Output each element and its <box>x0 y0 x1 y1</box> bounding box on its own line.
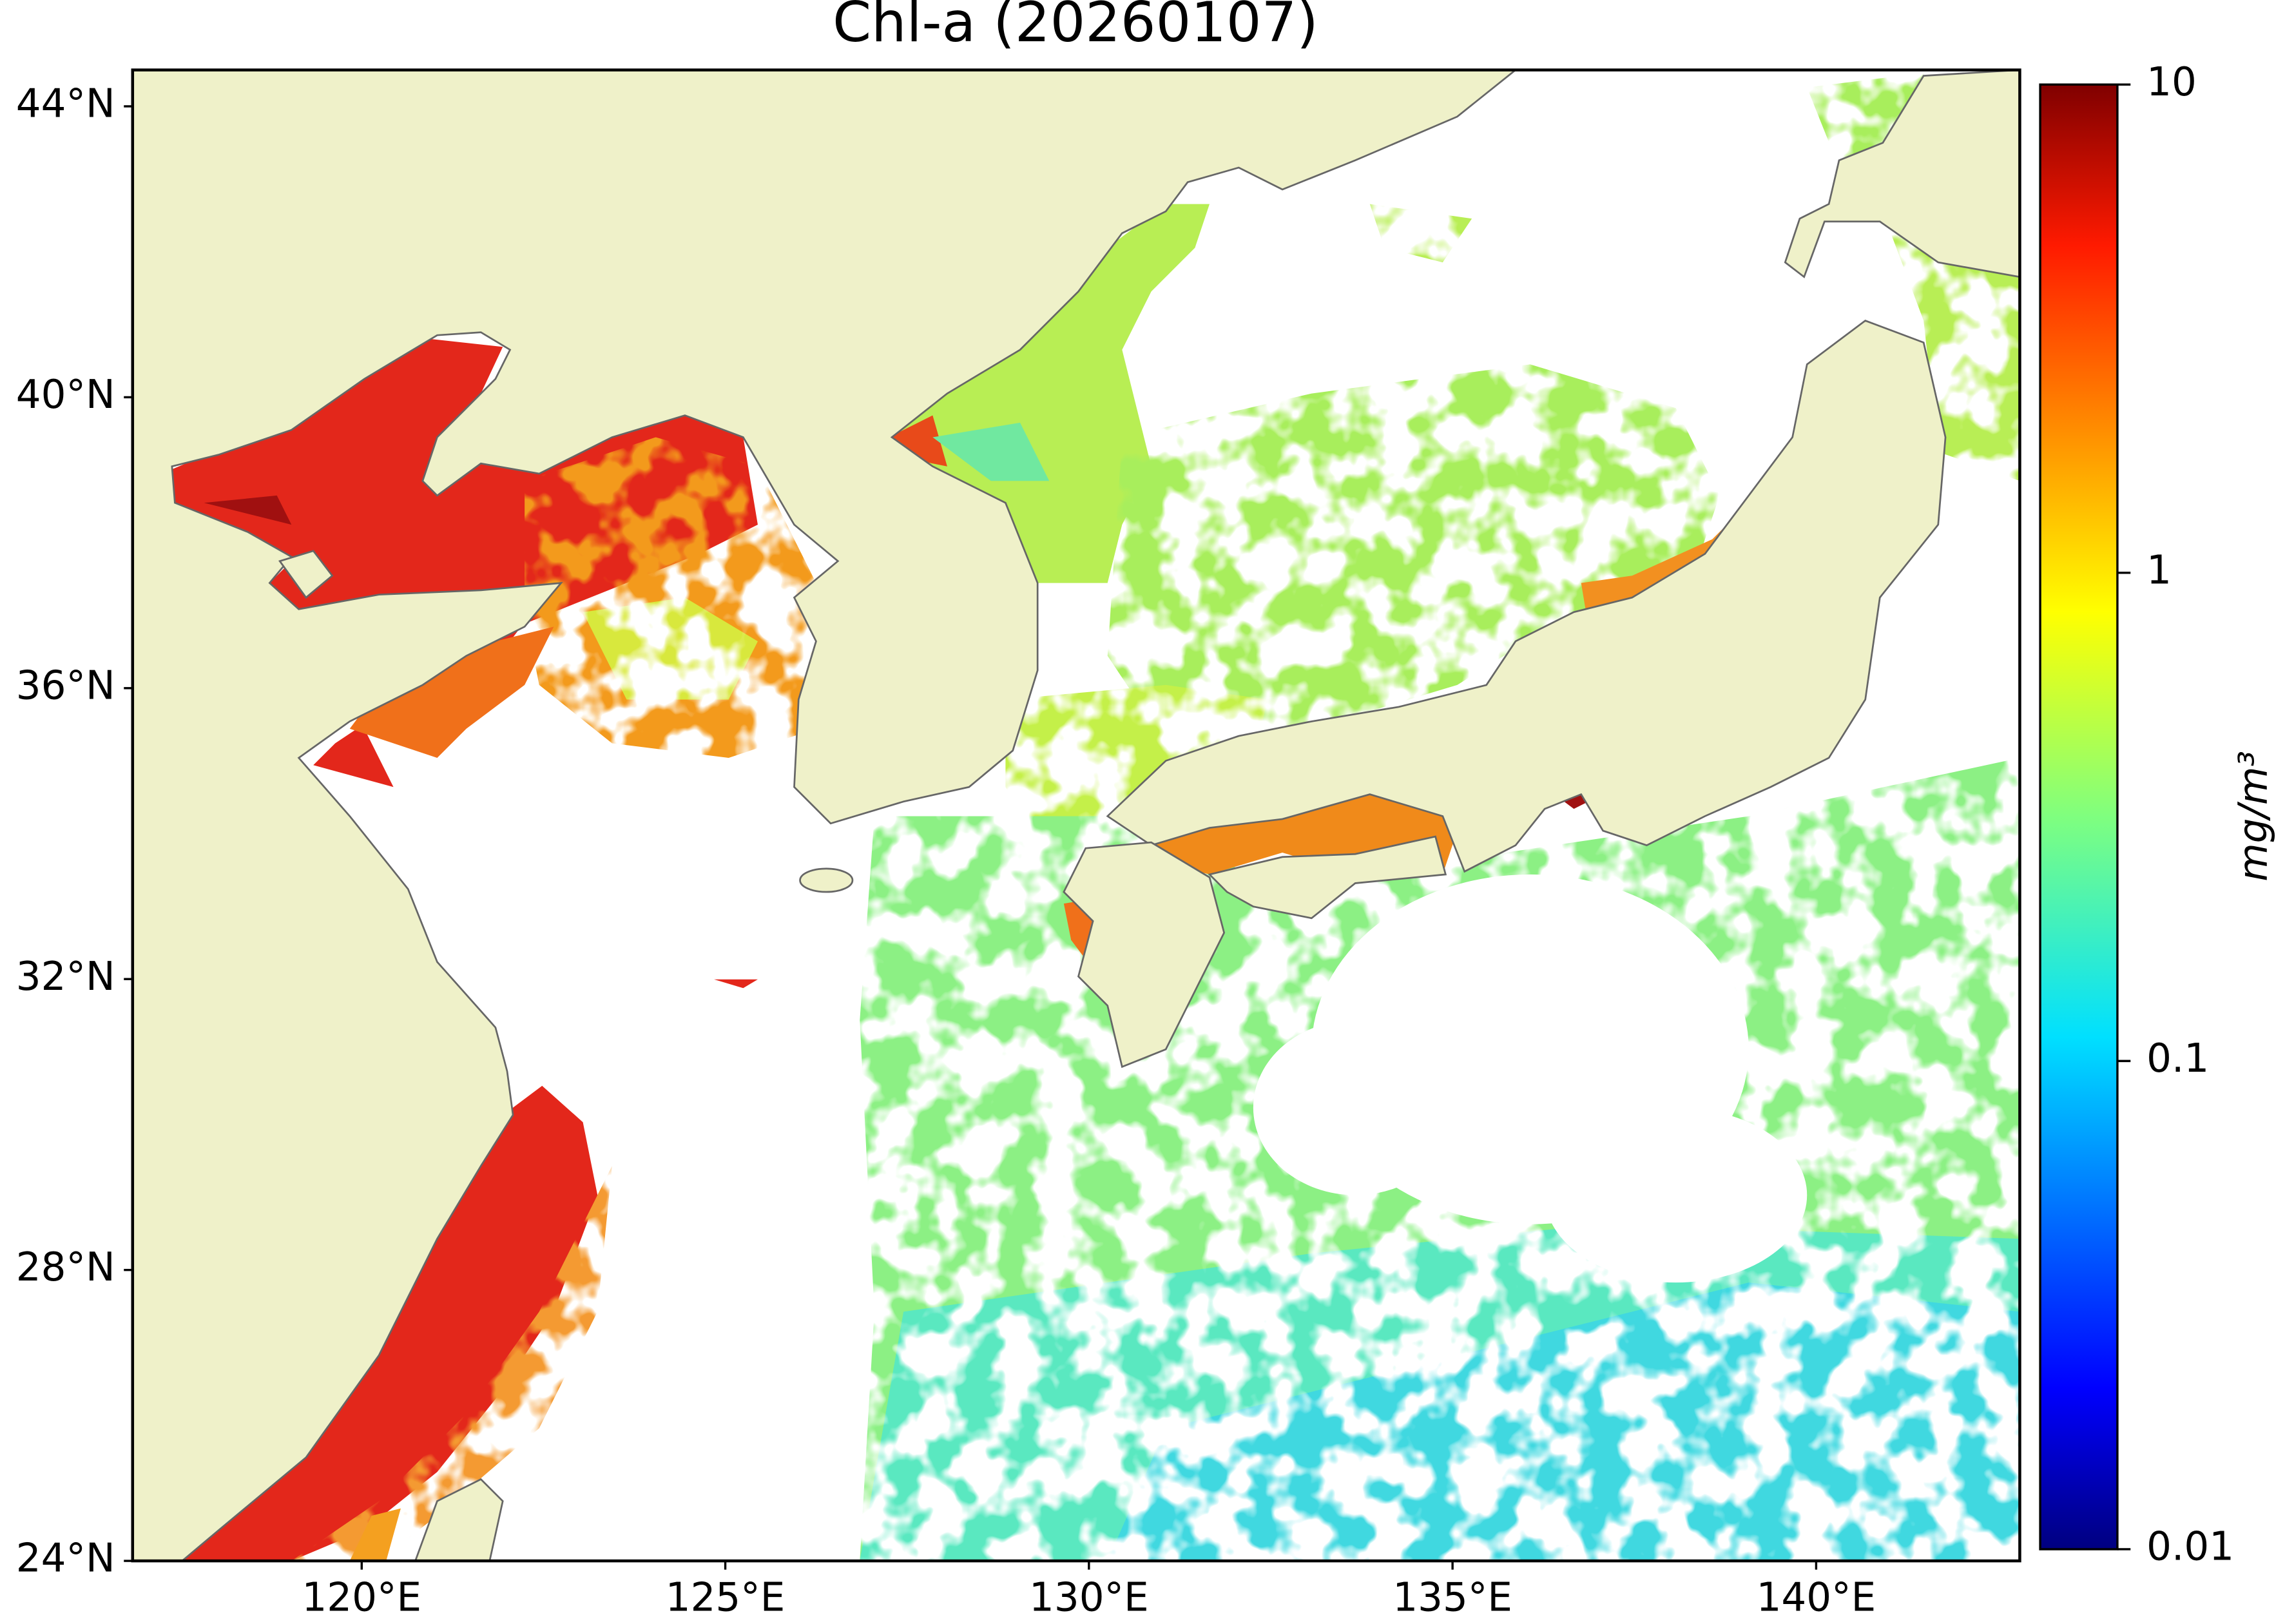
x-tick-label: 120°E <box>302 1575 421 1621</box>
x-tick-label: 125°E <box>666 1575 786 1621</box>
colorbar-tick-label: 1 <box>2146 547 2172 593</box>
y-tick-label: 32°N <box>16 954 115 1000</box>
map <box>132 70 2020 1561</box>
plot-frame <box>131 68 2021 1563</box>
colorbar <box>2039 83 2119 1551</box>
colorbar-tick-label: 0.1 <box>2146 1036 2209 1081</box>
y-tick-label: 40°N <box>16 372 115 418</box>
x-tick-label: 140°E <box>1757 1575 1876 1621</box>
x-tick-label: 135°E <box>1393 1575 1512 1621</box>
y-tick-label: 24°N <box>16 1536 115 1581</box>
y-tick-label: 44°N <box>16 81 115 127</box>
y-tick-label: 28°N <box>16 1244 115 1290</box>
y-tick-label: 36°N <box>16 662 115 708</box>
x-tick-label: 130°E <box>1029 1575 1149 1621</box>
colorbar-tick-label: 0.01 <box>2146 1524 2234 1570</box>
coastlines <box>132 70 2020 1561</box>
colorbar-tick-label: 10 <box>2146 59 2197 105</box>
colorbar-label: mg/m³ <box>2230 751 2276 882</box>
chart-title: Chl-a (20260107) <box>833 0 1318 55</box>
